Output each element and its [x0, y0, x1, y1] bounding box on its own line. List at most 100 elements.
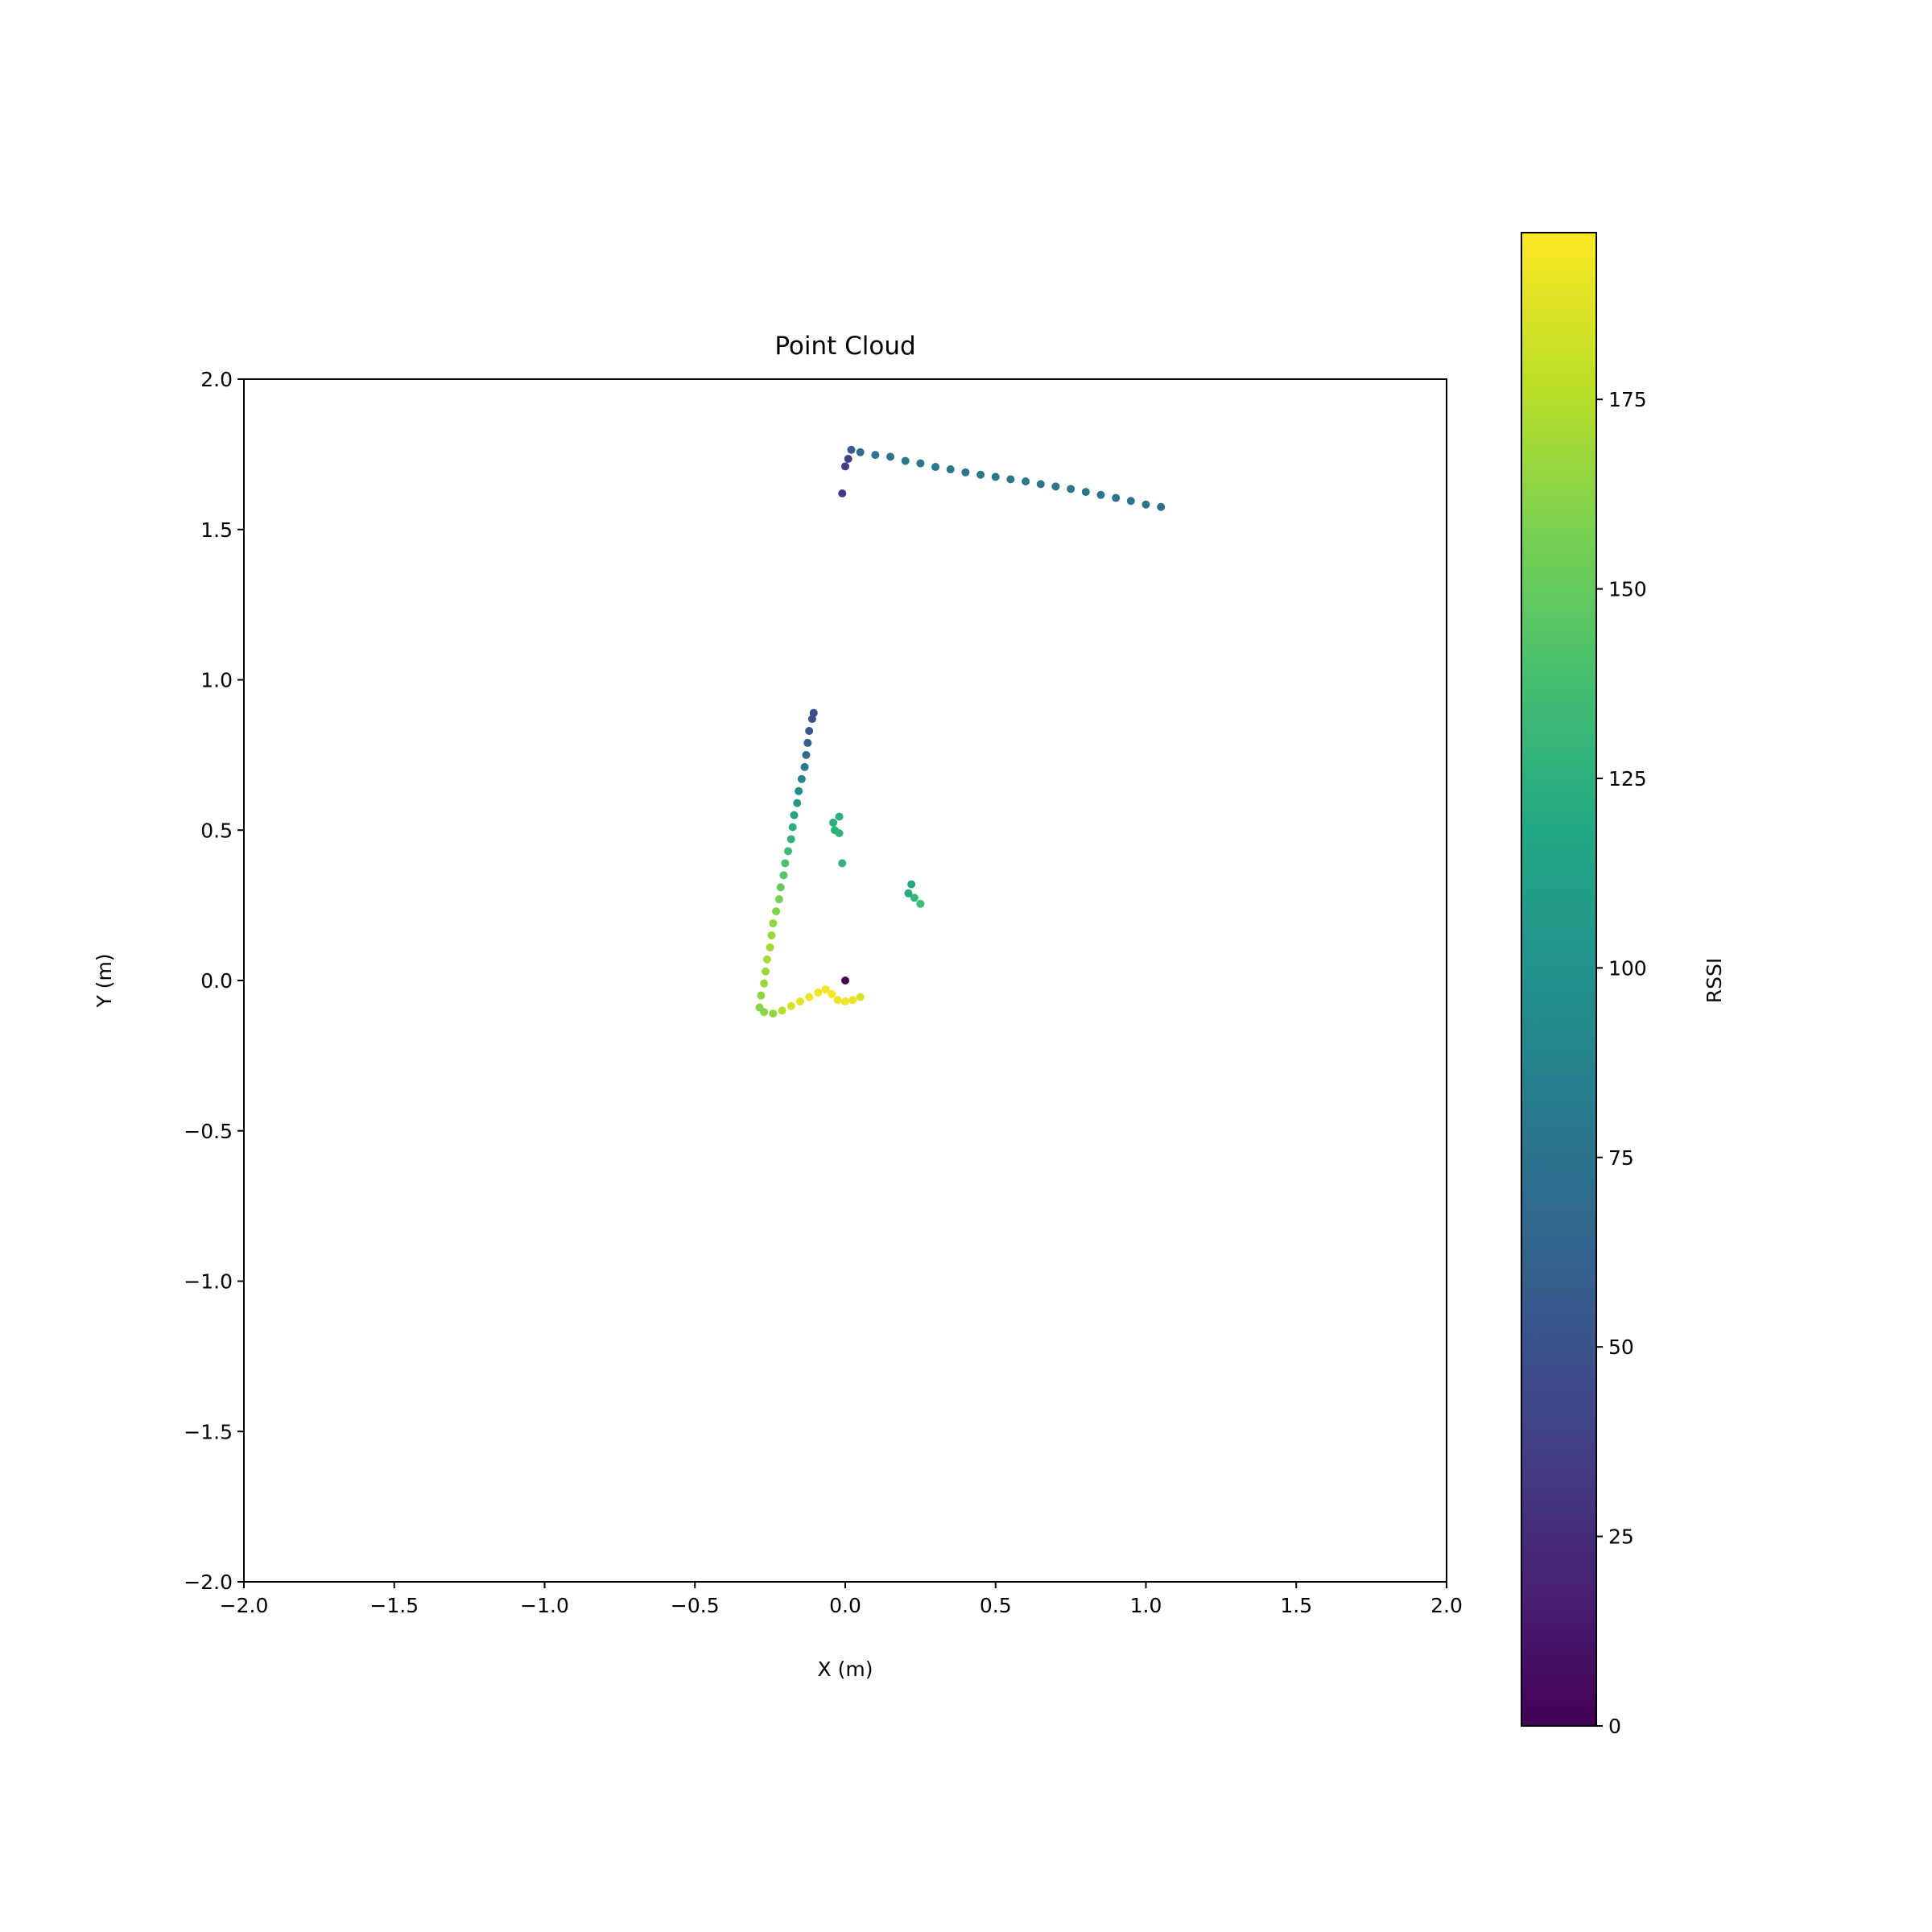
data-point	[814, 988, 823, 997]
data-point	[828, 989, 836, 998]
data-point	[901, 456, 910, 465]
data-point	[931, 463, 940, 472]
y-tick-label: 2.0	[200, 368, 233, 391]
data-point	[772, 907, 781, 916]
data-point	[848, 996, 857, 1005]
data-point	[1112, 493, 1121, 502]
data-point	[991, 473, 1000, 481]
data-point	[805, 726, 814, 735]
data-point	[1141, 500, 1150, 509]
data-point	[807, 715, 816, 724]
data-point	[760, 979, 769, 988]
data-point	[835, 828, 844, 837]
data-point	[769, 1009, 778, 1018]
data-point	[779, 871, 788, 880]
data-point	[790, 811, 799, 819]
x-axis-label: X (m)	[818, 1657, 873, 1681]
colorbar-label: RSSI	[1703, 958, 1726, 1003]
data-point	[760, 1008, 769, 1017]
data-point	[856, 448, 865, 456]
data-point	[1036, 480, 1045, 489]
data-point	[776, 883, 785, 892]
data-point	[802, 750, 811, 759]
data-point	[1126, 497, 1135, 506]
data-point	[795, 786, 803, 795]
data-point	[788, 823, 797, 832]
data-point	[841, 976, 849, 985]
data-point	[803, 738, 812, 747]
data-point	[800, 762, 809, 771]
colorbar-tick-label: 100	[1608, 956, 1647, 980]
data-point	[762, 967, 770, 976]
x-tick-label: 0.0	[829, 1594, 861, 1617]
y-tick-label: 1.5	[200, 518, 233, 542]
data-point	[833, 996, 842, 1005]
x-tick-label: −0.5	[671, 1594, 720, 1617]
x-tick-label: −1.5	[369, 1594, 419, 1617]
data-point	[769, 919, 778, 928]
data-point	[886, 452, 895, 461]
data-point	[805, 993, 814, 1001]
x-tick-label: 2.0	[1430, 1594, 1463, 1617]
x-tick-label: −2.0	[220, 1594, 269, 1617]
y-tick-label: −1.5	[184, 1420, 233, 1443]
data-point	[976, 470, 985, 479]
data-point	[916, 899, 925, 908]
data-point	[809, 708, 818, 717]
data-point	[767, 931, 776, 939]
data-point	[781, 859, 790, 868]
data-point	[757, 991, 766, 1000]
colorbar-tick-label: 75	[1608, 1146, 1634, 1170]
x-tick-label: 1.0	[1130, 1594, 1162, 1617]
data-point	[961, 468, 970, 477]
data-point	[774, 895, 783, 904]
chart-title: Point Cloud	[774, 332, 915, 361]
data-point	[797, 774, 806, 783]
y-tick-label: 1.0	[200, 669, 233, 692]
data-point	[838, 489, 847, 497]
colorbar-tick-label: 175	[1608, 388, 1647, 411]
y-tick-label: 0.0	[200, 969, 233, 993]
x-tick-label: 1.5	[1280, 1594, 1312, 1617]
data-point	[1096, 490, 1105, 499]
data-point	[766, 943, 774, 952]
data-point	[1051, 482, 1060, 491]
data-point	[786, 835, 795, 844]
data-point	[1006, 475, 1015, 484]
data-point	[762, 955, 771, 964]
data-point	[916, 459, 925, 468]
points-layer	[755, 445, 1166, 1018]
data-point	[841, 997, 849, 1006]
data-point	[847, 445, 856, 454]
data-point	[821, 985, 830, 994]
colorbar	[1521, 232, 1597, 1727]
data-point	[844, 454, 852, 463]
data-point	[856, 993, 865, 1001]
data-point	[1157, 502, 1166, 511]
data-point	[910, 894, 919, 902]
x-axis: −2.0 −1.5 −1.0 −0.5 0.0 0.5 1.0 1.5 2.0	[220, 1582, 1463, 1617]
data-point	[784, 847, 793, 856]
data-point	[904, 889, 913, 898]
data-point	[778, 1006, 786, 1015]
data-point	[1067, 485, 1075, 493]
y-tick-label: 0.5	[200, 819, 233, 842]
data-point	[1081, 488, 1090, 497]
y-axis: −2.0 −1.5 −1.0 −0.5 0.0 0.5 1.0 1.5 2.0	[184, 368, 244, 1594]
y-tick-label: −0.5	[184, 1120, 233, 1143]
colorbar-tick-label: 50	[1608, 1335, 1634, 1359]
data-point	[946, 465, 955, 474]
data-point	[795, 997, 804, 1006]
data-point	[838, 859, 847, 868]
y-axis-label: Y (m)	[93, 953, 116, 1008]
data-point	[1022, 477, 1030, 485]
data-point	[835, 812, 844, 821]
data-point	[829, 818, 838, 827]
data-point	[841, 462, 849, 471]
x-tick-label: −1.0	[520, 1594, 569, 1617]
colorbar-tick-label: 125	[1608, 767, 1647, 791]
data-point	[793, 799, 802, 807]
x-tick-label: 0.5	[980, 1594, 1012, 1617]
y-tick-label: −2.0	[184, 1571, 233, 1594]
